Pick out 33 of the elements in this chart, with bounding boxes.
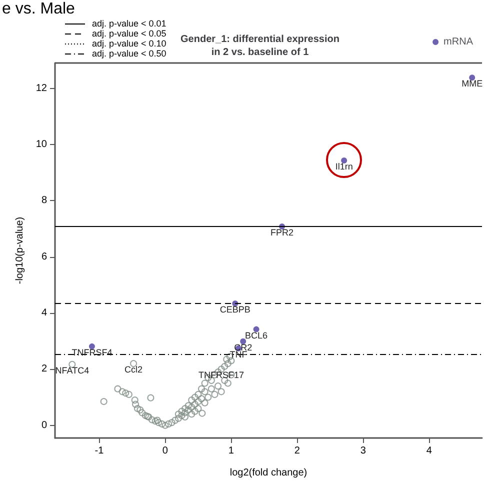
x-tick-label: 3 [360,446,366,456]
x-tick-label: -1 [94,446,104,456]
chart-title: Gender_1: differential expression in 2 vs. baseline of 1 [180,34,340,58]
y-tick-label: 12 [36,82,48,94]
text: e vs. Male [2,0,76,18]
annotation: TNFRSF17 [198,370,244,380]
y-tick-label: 2 [41,364,48,375]
x-tick-label: 1 [228,446,234,456]
annotation: TNFRSF4 [72,347,112,358]
text: adj. p-value < 0.10 [92,38,166,48]
y-tick-label: 8 [41,195,48,206]
y-axis-title: -log10(p-value) [14,216,26,284]
annotation: MME [462,78,483,89]
annotation: TNF [230,349,248,360]
annotation: NFATC4 [55,365,90,376]
x-tick-label: 4 [426,446,432,456]
point [88,343,95,350]
y-tick-label: 6 [41,251,48,262]
x-axis-title: log2(fold change) [230,468,308,478]
x-tick-label: 2 [294,446,300,456]
y-tick-label: 10 [36,138,48,150]
legend-label: adj. p-value < 0.50 [92,48,166,58]
legend-label: mRNA [444,36,474,48]
y-tick-label: 0 [41,420,48,431]
annotation: CEBPB [220,304,250,314]
legend-label: adj. p-value < 0.05 [92,28,166,38]
y-tick-label: 4 [41,308,48,318]
annotation: FPR2 [270,227,294,238]
x-tick-label: 0 [162,446,168,456]
point [253,326,260,332]
legend-label: adj. p-value < 0.01 [92,18,166,28]
annotation: BCL6 [245,330,268,340]
annotation: Ccl2 [124,364,143,375]
